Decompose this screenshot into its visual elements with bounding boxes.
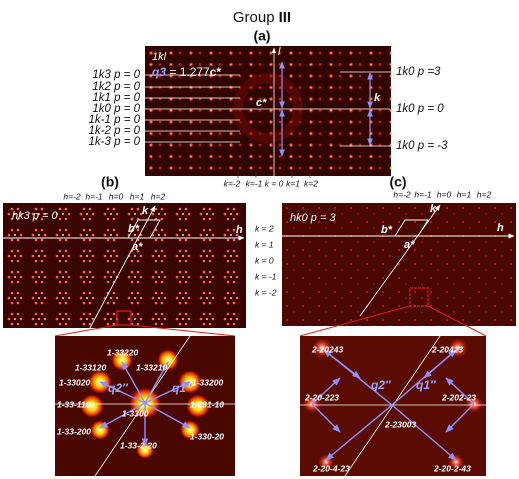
spot-label: 1-33-200 bbox=[57, 426, 91, 436]
spot-label: 2-20243 bbox=[311, 344, 343, 354]
h-label: h=2 bbox=[151, 191, 166, 201]
h-label: h=1 bbox=[457, 189, 472, 199]
spot-label: 2-20423 bbox=[431, 344, 463, 354]
inset-title: hk0 p = 3 bbox=[290, 212, 336, 224]
spot-label: 1-33020 bbox=[59, 377, 90, 387]
spot-label: 1-33-2-20 bbox=[120, 440, 157, 450]
row-label: 1k3 p = 0 bbox=[92, 69, 140, 81]
h-label: h=2 bbox=[477, 189, 492, 199]
q2-label: q2″ bbox=[108, 381, 129, 395]
inset-title: hk3 p = 0 bbox=[12, 210, 58, 222]
h-label: h=-2 bbox=[63, 191, 81, 201]
panel-label: (b) bbox=[101, 174, 119, 190]
k-label: k=-2 bbox=[224, 178, 241, 188]
h-label: h=-1 bbox=[85, 191, 103, 201]
panel-label: (a) bbox=[253, 28, 270, 44]
row-label: 1k0 p = 0 bbox=[396, 103, 444, 115]
title-text: Group bbox=[233, 9, 275, 26]
figure: GroupIII (a) 1kl q3 = 1.277c* l c* k 1k3… bbox=[0, 0, 519, 479]
q3-text: q3 = 1.277c* bbox=[152, 65, 221, 79]
row-label: 1k-3 p = 0 bbox=[89, 136, 141, 148]
row-label: 1k0 p =3 bbox=[396, 66, 441, 78]
k-label: k = -2 bbox=[255, 287, 277, 297]
row-label: 1k0 p = -3 bbox=[396, 140, 448, 152]
k-label: k = 2 bbox=[255, 223, 274, 233]
left-labels: 1k3 p = 0 1k2 p = 0 1k1 p = 0 1k0 p = 0 … bbox=[89, 69, 141, 148]
spot-label: 1-33120 bbox=[75, 362, 106, 372]
spot-label: 1-33210 bbox=[136, 362, 167, 372]
spot-label: 1-33-110 bbox=[57, 399, 91, 409]
spot-label: 1-331-10 bbox=[190, 399, 224, 409]
h-label: h=1 bbox=[130, 191, 145, 201]
spot bbox=[90, 420, 110, 440]
axis-label: k bbox=[142, 205, 149, 217]
page: {"header": {"title": "Group", "title_bol… bbox=[0, 0, 519, 479]
h-label: h=-2 bbox=[393, 189, 411, 199]
inset-title: 1kl bbox=[152, 51, 167, 63]
b-star: b* bbox=[381, 224, 393, 236]
q1-label: q1″ bbox=[416, 378, 437, 392]
k-label: k = 1 bbox=[255, 239, 274, 249]
a-star: a* bbox=[132, 241, 143, 253]
axis-label: k bbox=[374, 92, 381, 104]
q3-value: = 1.277 bbox=[166, 65, 210, 79]
spot-label: 1-3300 bbox=[122, 408, 149, 418]
q3-name: q3 bbox=[152, 65, 166, 79]
panel-label: (c) bbox=[389, 174, 406, 190]
spot-label: 1-330-20 bbox=[190, 431, 224, 441]
axis-label: h bbox=[497, 222, 504, 234]
spot-label: 2-20-4-23 bbox=[312, 463, 350, 473]
q3-unit: c* bbox=[210, 65, 222, 79]
k-label: k = 0 bbox=[255, 255, 274, 265]
k-label: k=1 bbox=[286, 178, 300, 188]
k-label: k = 0 bbox=[265, 178, 284, 188]
h-label: h=0 bbox=[109, 191, 124, 201]
spot-label: 2-23003 bbox=[384, 419, 416, 429]
q2-label: q2″ bbox=[371, 378, 392, 392]
spot-label: 2-202-23 bbox=[441, 392, 476, 402]
k-label: k=2 bbox=[304, 178, 318, 188]
k-label: k=-1 bbox=[246, 178, 263, 188]
spot-label: 1-33200 bbox=[192, 377, 223, 387]
title-bold: III bbox=[279, 9, 292, 26]
c-star: c* bbox=[256, 97, 267, 109]
spot-label: 1-33220 bbox=[107, 347, 138, 357]
spot-label: 2-20-2-43 bbox=[433, 463, 471, 473]
axis-label: h bbox=[236, 224, 243, 236]
q1-label: q1″ bbox=[172, 381, 193, 395]
axis-label: k bbox=[430, 203, 437, 215]
a-star: a* bbox=[404, 239, 415, 251]
h-label: h=-1 bbox=[414, 189, 432, 199]
b-star: b* bbox=[128, 223, 140, 235]
k-label: k = -1 bbox=[255, 271, 277, 281]
figure-title: Group III bbox=[233, 9, 291, 26]
h-label: h=0 bbox=[437, 189, 452, 199]
spot-label: 2-20-223 bbox=[304, 392, 339, 402]
